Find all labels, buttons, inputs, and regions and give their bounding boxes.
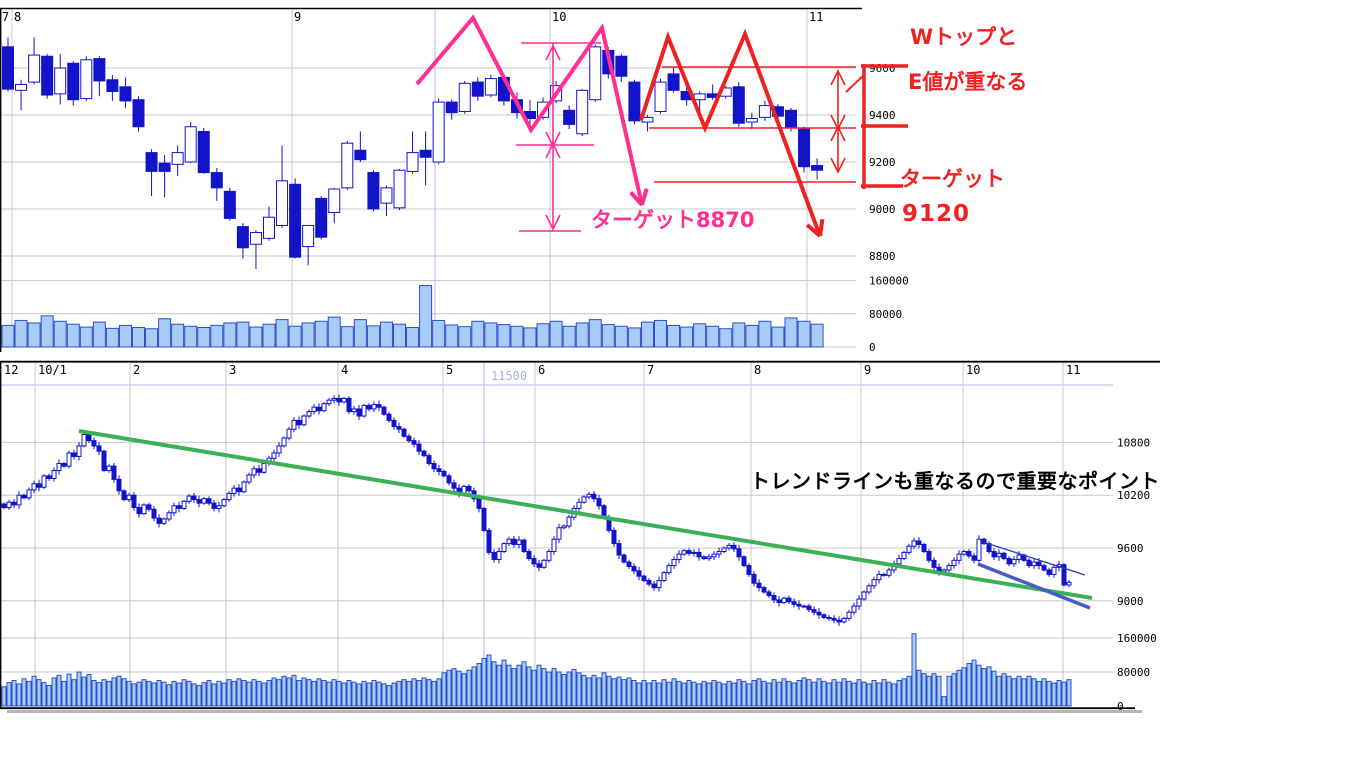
- pink-wtop-annotation: [415, 14, 649, 232]
- svg-text:9: 9: [294, 10, 301, 24]
- svg-text:8800: 8800: [869, 250, 896, 263]
- svg-text:9400: 9400: [869, 109, 896, 122]
- svg-text:10200: 10200: [1117, 489, 1150, 502]
- svg-text:12: 12: [4, 363, 18, 377]
- svg-text:10: 10: [966, 363, 980, 377]
- svg-text:4: 4: [341, 363, 348, 377]
- longterm-candlesticks: [1, 394, 1072, 626]
- svg-text:9600: 9600: [1117, 542, 1144, 555]
- svg-text:7: 7: [647, 363, 654, 377]
- svg-text:3: 3: [229, 363, 236, 377]
- svg-text:0: 0: [869, 341, 876, 354]
- svg-text:10/1: 10/1: [38, 363, 67, 377]
- svg-text:9: 9: [864, 363, 871, 377]
- svg-text:160000: 160000: [869, 275, 909, 288]
- red-wtop-annotation: [639, 28, 908, 238]
- svg-text:10800: 10800: [1117, 436, 1150, 449]
- longterm-volume-bars: [1, 633, 1072, 707]
- longterm-axis-labels: 12 10/1 2 3 4 5 6 7 8 9 10 11 10800 10200 9600 9000 1600…: [4, 363, 1157, 713]
- svg-text:9000: 9000: [1117, 595, 1144, 608]
- annotation-red-wtop-line1: Wトップと: [910, 25, 1018, 49]
- svg-text:9200: 9200: [869, 156, 896, 169]
- annotation-trendline-note: トレンドラインも重なるので重要なポイント: [750, 469, 1160, 493]
- svg-text:0: 0: [1117, 700, 1124, 713]
- svg-text:80000: 80000: [869, 308, 902, 321]
- svg-text:80000: 80000: [1117, 666, 1150, 679]
- svg-text:11: 11: [1066, 363, 1080, 377]
- svg-text:7: 7: [2, 10, 9, 24]
- svg-text:9600: 9600: [869, 62, 896, 75]
- svg-text:2: 2: [133, 363, 140, 377]
- svg-text:5: 5: [446, 363, 453, 377]
- daily-frame: [0, 7, 862, 352]
- annotation-red-target-value: 9120: [902, 201, 971, 227]
- svg-text:9000: 9000: [869, 203, 896, 216]
- svg-text:160000: 160000: [1117, 632, 1157, 645]
- daily-candlesticks: [2, 37, 824, 269]
- longterm-frame: [0, 360, 1160, 713]
- svg-text:10: 10: [552, 10, 566, 24]
- svg-text:8: 8: [14, 10, 21, 24]
- annotation-red-wtop-line2: E値が重なる: [908, 70, 1028, 94]
- svg-text:11: 11: [809, 10, 823, 24]
- annotation-pink-target-8870: ターゲット8870: [591, 208, 755, 232]
- svg-text:8: 8: [754, 363, 761, 377]
- daily-volume-bars: [1, 285, 824, 348]
- level-label-11500: 11500: [491, 369, 528, 383]
- trendlines: [78, 429, 1093, 610]
- annotation-red-target-label: ターゲット: [900, 167, 1005, 191]
- svg-text:6: 6: [538, 363, 545, 377]
